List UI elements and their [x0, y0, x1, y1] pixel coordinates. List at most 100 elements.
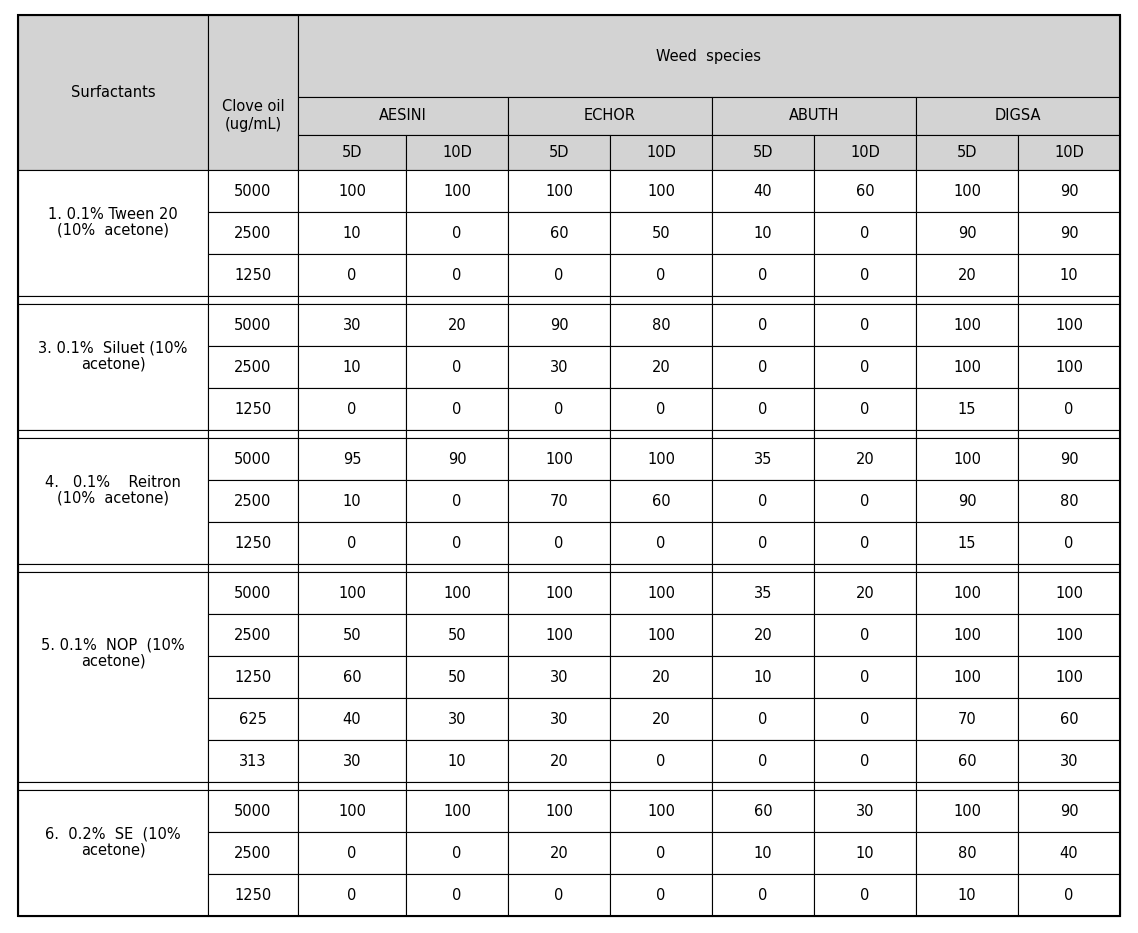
Bar [508, 522, 610, 564]
Text: 10: 10 [753, 845, 773, 860]
Bar [406, 170, 508, 212]
Text: 0: 0 [452, 226, 462, 241]
Text: 20: 20 [856, 586, 874, 601]
Bar [1019, 572, 1120, 614]
Text: 0: 0 [657, 401, 666, 416]
Bar [298, 170, 406, 212]
Text: 0: 0 [758, 359, 768, 374]
Text: 0: 0 [758, 712, 768, 727]
Text: 100: 100 [648, 586, 675, 601]
Text: 80: 80 [1059, 494, 1079, 508]
Text: 100: 100 [545, 184, 574, 199]
Bar [208, 874, 298, 916]
Bar [508, 388, 610, 430]
Bar [18, 170, 208, 296]
Bar [18, 782, 208, 790]
Text: 0: 0 [1064, 536, 1073, 550]
Text: 5000: 5000 [234, 586, 272, 601]
Bar [406, 564, 508, 572]
Bar [298, 740, 406, 782]
Text: 10: 10 [343, 359, 361, 374]
Bar [1019, 790, 1120, 832]
Text: 5D: 5D [341, 145, 362, 160]
Text: 90: 90 [958, 494, 976, 508]
Text: 100: 100 [1055, 628, 1083, 643]
Bar [208, 388, 298, 430]
Bar [610, 212, 712, 254]
Text: acetone): acetone) [81, 654, 146, 669]
Bar [406, 740, 508, 782]
Bar [814, 212, 916, 254]
Bar [712, 97, 916, 135]
Bar [406, 874, 508, 916]
Bar [814, 135, 916, 170]
Bar [610, 346, 712, 388]
Text: 0: 0 [860, 887, 869, 902]
Text: 0: 0 [347, 401, 356, 416]
Bar [814, 254, 916, 296]
Bar [298, 135, 406, 170]
Bar [610, 874, 712, 916]
Bar [1019, 480, 1120, 522]
Bar [916, 740, 1019, 782]
Text: 20: 20 [856, 452, 874, 466]
Text: 100: 100 [443, 803, 471, 818]
Text: 0: 0 [758, 317, 768, 332]
Bar [508, 97, 712, 135]
Bar [610, 296, 712, 304]
Text: 100: 100 [648, 803, 675, 818]
Bar [610, 480, 712, 522]
Bar [298, 480, 406, 522]
Bar [18, 564, 208, 572]
Bar [916, 782, 1019, 790]
Text: 0: 0 [860, 712, 869, 727]
Bar [712, 740, 814, 782]
Bar [18, 296, 208, 304]
Text: 0: 0 [860, 268, 869, 283]
Bar [610, 135, 712, 170]
Text: 0: 0 [1064, 401, 1073, 416]
Bar [916, 346, 1019, 388]
Bar [508, 254, 610, 296]
Bar [298, 832, 406, 874]
Text: 100: 100 [1055, 317, 1083, 332]
Bar [18, 790, 208, 916]
Bar [814, 304, 916, 346]
Bar [712, 170, 814, 212]
Bar [814, 480, 916, 522]
Bar [508, 874, 610, 916]
Bar [298, 438, 406, 480]
Bar [712, 438, 814, 480]
Text: 0: 0 [860, 628, 869, 643]
Text: 60: 60 [343, 670, 361, 685]
Bar [18, 304, 208, 430]
Text: 50: 50 [447, 670, 467, 685]
Text: 35: 35 [753, 586, 773, 601]
Text: 0: 0 [452, 494, 462, 508]
Bar [610, 522, 712, 564]
Text: 5000: 5000 [234, 184, 272, 199]
Bar [610, 790, 712, 832]
Bar [1019, 782, 1120, 790]
Bar [1019, 304, 1120, 346]
Bar [508, 832, 610, 874]
Bar [814, 388, 916, 430]
Text: (10%  acetone): (10% acetone) [57, 491, 170, 506]
Bar [1019, 212, 1120, 254]
Text: 80: 80 [652, 317, 670, 332]
Bar [298, 15, 1120, 97]
Bar [298, 304, 406, 346]
Bar [916, 572, 1019, 614]
Text: 0: 0 [452, 359, 462, 374]
Text: 100: 100 [953, 586, 981, 601]
Bar [610, 698, 712, 740]
Bar [406, 656, 508, 698]
Text: 0: 0 [657, 268, 666, 283]
Bar [610, 656, 712, 698]
Bar [712, 832, 814, 874]
Text: 10: 10 [753, 670, 773, 685]
Text: 35: 35 [753, 452, 773, 466]
Bar [916, 170, 1019, 212]
Bar [814, 656, 916, 698]
Bar [208, 564, 298, 572]
